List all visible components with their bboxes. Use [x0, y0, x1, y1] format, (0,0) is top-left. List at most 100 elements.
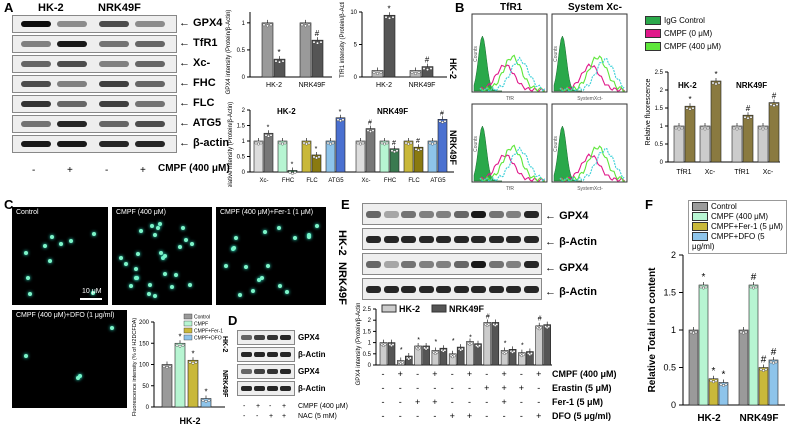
blot-band — [267, 386, 278, 391]
blot-e-label-4: ← β-Actin — [545, 286, 597, 298]
chart-a3-bar-ctrl-pt — [257, 142, 260, 146]
blot-band — [135, 41, 165, 47]
chart-a3-bar-ctrl — [379, 140, 390, 173]
cell-dot — [42, 243, 47, 248]
blot-e-label-4-text: β-Actin — [559, 286, 597, 298]
chart-a3-bar-ctrl-pt — [361, 141, 365, 145]
blot-d-sign: - — [243, 413, 246, 420]
blot-d-cmpf-label: CMPF (400 μM) — [298, 403, 348, 410]
chart-e-bar-nrk-pt — [478, 344, 481, 348]
blot-e-row — [362, 278, 542, 300]
legend-igg-swatch — [645, 16, 661, 26]
blot-band — [254, 352, 265, 357]
blot-band — [418, 261, 434, 268]
chart-e-sign: - — [416, 369, 419, 379]
blot-band — [523, 211, 539, 218]
chart-f-bar-pt — [749, 285, 753, 289]
micro-control-title: Control — [16, 209, 39, 216]
blot-band — [135, 141, 165, 147]
chart-e-sign: - — [382, 369, 385, 379]
chart-a3-bar-ctrl — [301, 140, 312, 173]
chart-b-bar-cmpf-pt — [772, 104, 776, 107]
blot-band — [436, 261, 451, 268]
chart-c-legend-swatch — [183, 327, 193, 334]
blot-band — [21, 101, 51, 107]
micro-fer1: CMPF (400 μM)+Fer-1 (1 μM) — [216, 207, 326, 305]
cell-dot — [284, 290, 289, 295]
chart-e-sign: - — [520, 397, 523, 407]
chart-f-ytick-label: 2 — [671, 250, 676, 260]
blot-band — [401, 261, 416, 268]
chart-f-bar — [748, 284, 759, 406]
chart-c-sig: * — [204, 388, 207, 397]
chart-a1-sig: # — [315, 29, 320, 38]
blot-a-row — [12, 95, 177, 113]
chart-a1-sig: * — [277, 48, 280, 57]
chart-a3-bar-ctrl-pt — [385, 141, 389, 145]
chart-a3-bar-ctrl-pt — [281, 142, 284, 146]
blot-band — [135, 61, 165, 67]
chart-b-ytick-label: 1 — [660, 124, 664, 130]
chart-a2-bar-cmpf-pt — [422, 67, 426, 71]
chart-b-ytick-label: 0.5 — [655, 142, 664, 148]
lane-sign-4: + — [140, 165, 146, 176]
chart-e-bar-nrk — [439, 347, 448, 366]
blot-e-row — [362, 228, 542, 250]
chart-b-bar-ctrl-pt — [674, 126, 678, 130]
chart-b-ytick-label: 1.5 — [655, 106, 664, 112]
blot-d-row-hk2: HK-2 — [221, 336, 228, 353]
chart-a3-bar-ctrl — [403, 140, 414, 173]
cell-dot — [118, 256, 123, 261]
chart-c-legend-swatch — [183, 334, 193, 341]
blot-band — [418, 236, 434, 243]
chart-b-ytick-label: 2.5 — [655, 70, 664, 76]
cell-dot — [27, 292, 32, 297]
chart-e-ytick-label: 2 — [368, 318, 372, 324]
chart-a3-bar-ctrl — [427, 140, 438, 173]
chart-b-bar-cmpf-pt — [769, 103, 773, 106]
chart-e-sign: + — [501, 397, 506, 407]
chart-a3-bar-cmpf-pt — [438, 119, 442, 123]
blot-band — [506, 286, 521, 293]
chart-f-bar-pt — [752, 286, 755, 290]
chart-b-bar-cmpf-pt — [691, 106, 695, 110]
chart-e-sign: - — [416, 411, 419, 421]
blot-band — [401, 211, 416, 218]
facs-curve — [559, 145, 625, 182]
chart-f-bar-pt — [762, 369, 765, 372]
blot-d-label-3: GPX4 — [298, 367, 320, 376]
chart-e-bar-hk2-pt — [435, 351, 439, 354]
chart-a3-bar-cmpf-pt — [369, 130, 372, 134]
chart-e-bar-hk2-pt — [521, 353, 525, 357]
panel-label-f: F — [645, 197, 653, 212]
chart-a3-bar-ctrl-pt — [428, 141, 432, 145]
blot-band — [267, 352, 278, 357]
chart-e-bar-nrk — [508, 349, 517, 366]
blot-e-label-2: ← β-Actin — [545, 236, 597, 248]
chart-a3-xlabel: FLC — [408, 178, 420, 184]
chart-f-ytick-label: 1.5 — [663, 288, 676, 298]
blot-e-label-3: ← GPX4 — [545, 262, 589, 274]
blot-band — [135, 101, 165, 107]
blot-band — [488, 286, 504, 293]
chart-e-sign: - — [433, 411, 436, 421]
chart-a3-group: HK-2 — [277, 107, 296, 116]
chart-b-bar-cmpf-pt — [688, 107, 692, 111]
chart-e-sign: - — [537, 383, 540, 393]
chart-a1-bar-cmpf-pt — [274, 59, 278, 63]
chart-e-sign: - — [451, 383, 454, 393]
chart-b-bar-ctrl — [757, 125, 769, 163]
blot-band — [506, 236, 521, 243]
chart-c-bar — [187, 359, 199, 408]
blot-band — [21, 121, 51, 127]
chart-a2-bar-ctrl-pt — [410, 71, 414, 74]
chart-a3-bar-ctrl-pt — [407, 142, 410, 146]
facs-curve — [479, 56, 546, 92]
blot-band — [135, 21, 165, 27]
chart-e-sign: - — [503, 411, 506, 421]
blot-band — [99, 101, 129, 107]
cell-dot — [148, 282, 153, 287]
blot-a-row — [12, 55, 177, 73]
chart-f-bar-pt — [714, 379, 718, 383]
blot-band — [436, 211, 451, 218]
